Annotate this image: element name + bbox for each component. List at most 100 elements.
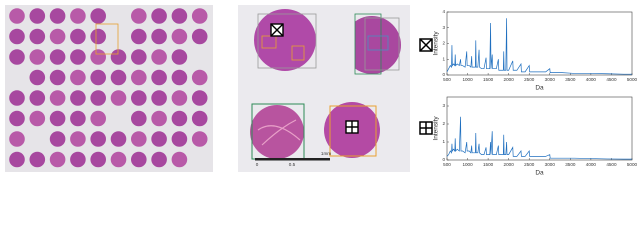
- x-tick-label: 2000: [504, 77, 515, 82]
- tma-core: [171, 110, 188, 127]
- tma-core: [191, 110, 208, 127]
- tma-core: [29, 90, 46, 106]
- tma-core: [131, 49, 147, 65]
- tma-core: [49, 131, 66, 147]
- y-tick-label: 3: [442, 103, 445, 108]
- tma-core: [191, 69, 208, 86]
- tma-core: [29, 110, 46, 127]
- tma-core: [110, 151, 127, 168]
- scale-bar: [255, 158, 330, 161]
- y-axis-label: Intensity: [433, 116, 440, 141]
- scale-label: 1mm: [321, 151, 331, 156]
- plot-frame: [446, 96, 633, 161]
- x-tick-label: 4500: [606, 77, 617, 82]
- tma-core: [70, 151, 86, 168]
- roi-box: [329, 105, 377, 157]
- x-axis-label: Da: [535, 85, 544, 92]
- x-tick-label: 1000: [462, 162, 473, 167]
- tma-core: [49, 69, 66, 86]
- x-tick-label: 2500: [524, 77, 535, 82]
- tma-core: [9, 28, 25, 45]
- tma-core: [171, 8, 188, 24]
- tma-core: [49, 49, 66, 65]
- y-tick-label: 2: [442, 41, 445, 46]
- tma-core: [171, 151, 188, 168]
- tma-core: [49, 151, 66, 168]
- x-tick-label: 1000: [462, 77, 473, 82]
- roi-box: [257, 13, 317, 69]
- x-tick-label: 4000: [586, 162, 597, 167]
- tma-core: [90, 90, 106, 106]
- spectrum-line: [446, 116, 632, 160]
- tma-core: [90, 8, 106, 24]
- tma-core: [70, 110, 86, 127]
- tma-core: [110, 49, 127, 65]
- tissue-texture: [257, 119, 301, 146]
- roi-box: [364, 17, 400, 71]
- y-tick-label: 0: [442, 157, 445, 162]
- tma-core: [151, 151, 167, 168]
- tma-core: [29, 28, 46, 45]
- roi-box: [367, 35, 389, 51]
- tma-core: [151, 131, 167, 147]
- x-tick-label: 3000: [545, 162, 556, 167]
- tma-core: [131, 151, 147, 168]
- x-tick-label: 3500: [565, 162, 576, 167]
- y-tick-label: 3: [442, 25, 445, 30]
- x-tick-label: 3500: [565, 77, 576, 82]
- icon-crossed-box: [270, 23, 284, 37]
- scale-label: 0.5: [289, 162, 296, 167]
- tma-core: [9, 90, 25, 106]
- icon-boxed-plus: [419, 121, 433, 135]
- tma-core: [131, 131, 147, 147]
- tma-core: [9, 131, 25, 147]
- tma-core: [49, 8, 66, 24]
- x-tick-label: 1500: [483, 162, 494, 167]
- spectrum-line: [446, 18, 632, 75]
- tma-core: [171, 131, 188, 147]
- tma-core: [171, 69, 188, 86]
- x-tick-label: 500: [443, 77, 451, 82]
- tma-core: [171, 90, 188, 106]
- core: [254, 9, 316, 71]
- roi-box: [95, 23, 119, 55]
- x-tick-label: 2500: [524, 162, 535, 167]
- x-tick-label: 500: [443, 162, 451, 167]
- tma-core: [49, 90, 66, 106]
- tma-core: [49, 110, 66, 127]
- x-tick-label: 2000: [504, 162, 515, 167]
- icon-crossed-box: [419, 38, 433, 52]
- x-tick-label: 1500: [483, 77, 494, 82]
- tma-core: [90, 28, 106, 45]
- plot-frame: [446, 11, 633, 76]
- icon-boxed-plus: [345, 120, 359, 134]
- x-axis-label: Da: [535, 170, 544, 177]
- tma-core: [110, 90, 127, 106]
- tma-core: [131, 110, 147, 127]
- tma-core: [171, 49, 188, 65]
- tma-core: [70, 8, 86, 24]
- y-axis-label: Intensity: [433, 31, 440, 56]
- y-tick-label: 4: [442, 9, 445, 14]
- tma-core: [191, 28, 208, 45]
- tma-core: [151, 110, 167, 127]
- tma-core: [70, 28, 86, 45]
- tma-core: [70, 49, 86, 65]
- tma-core: [9, 49, 25, 65]
- tma-core: [29, 8, 46, 24]
- y-tick-label: 1: [442, 139, 445, 144]
- tma-core: [151, 69, 167, 86]
- core: [355, 16, 401, 74]
- tma-core: [151, 90, 167, 106]
- tma-core: [131, 8, 147, 24]
- tma-core: [9, 151, 25, 168]
- x-tick-label: 3000: [545, 77, 556, 82]
- tma-core: [90, 69, 106, 86]
- tma-core: [191, 8, 208, 24]
- tma-core: [191, 131, 208, 147]
- tma-core: [90, 49, 106, 65]
- tma-core: [110, 69, 127, 86]
- tma-core: [90, 131, 106, 147]
- tma-core: [191, 90, 208, 106]
- tma-core: [70, 90, 86, 106]
